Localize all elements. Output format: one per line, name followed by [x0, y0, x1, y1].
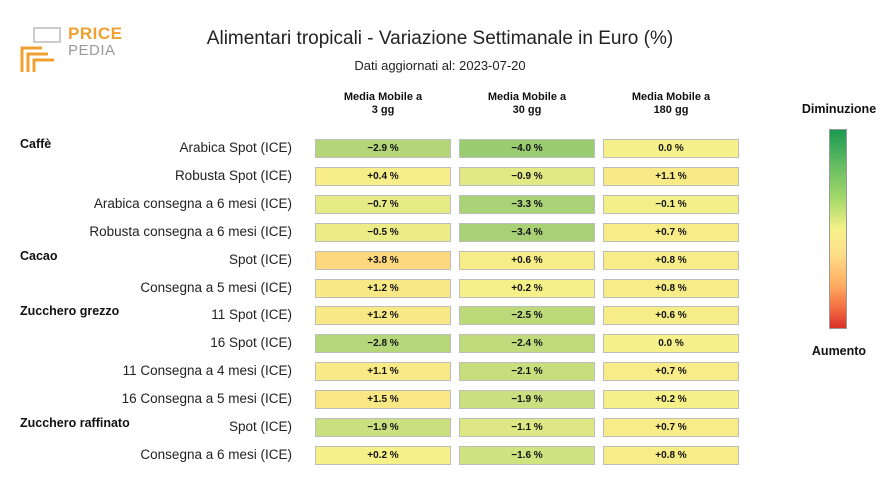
row-label: Robusta consegna a 6 mesi (ICE): [89, 223, 292, 239]
row-label: 11 Spot (ICE): [211, 307, 292, 323]
group-label: Caffè: [20, 137, 52, 151]
column-header-line: 180 gg: [653, 104, 689, 116]
heatmap-cell: +0.7 %: [603, 222, 739, 242]
heatmap-cell: +1.5 %: [315, 390, 451, 410]
heatmap-cell: +0.6 %: [459, 250, 595, 270]
heatmap-cell: −1.1 %: [459, 418, 595, 437]
heatmap-cell: +3.8 %: [315, 250, 451, 270]
legend-label-increase: Aumento: [811, 344, 867, 358]
row-label: Consegna a 5 mesi (ICE): [140, 279, 292, 295]
row-label: 16 Consegna a 5 mesi (ICE): [121, 391, 292, 407]
heatmap-cell: +1.2 %: [315, 278, 451, 298]
logo-text-price: PRICE: [68, 24, 123, 43]
row-label: 11 Consegna a 4 mesi (ICE): [122, 363, 292, 379]
heatmap-cell: +0.2 %: [459, 278, 595, 298]
heatmap-cell: +0.2 %: [603, 390, 739, 410]
pricepedia-logo-icon: [20, 27, 61, 72]
heatmap-cell: +0.4 %: [315, 166, 451, 186]
heatmap-cell: −0.1 %: [603, 194, 739, 214]
heatmap-cell: −3.3 %: [459, 194, 595, 214]
heatmap-cell: −2.9 %: [315, 139, 451, 158]
row-label: 16 Spot (ICE): [210, 335, 292, 351]
chart-subtitle: Dati aggiornati al: 2023-07-20: [354, 58, 526, 73]
heatmap-cell: −1.6 %: [459, 445, 595, 465]
heatmap-cell: +0.8 %: [603, 445, 739, 465]
heatmap-cell: −4.0 %: [459, 139, 595, 158]
column-header-line: Media Mobile a: [631, 91, 711, 103]
column-header: Media Mobile a 180 gg: [603, 91, 739, 117]
heatmap-cell: −2.5 %: [459, 306, 595, 326]
heatmap-cell: 0.0 %: [603, 334, 739, 354]
row-label: Spot (ICE): [228, 251, 292, 267]
heatmap-cell: −1.9 %: [315, 418, 451, 437]
heatmap-cell: +0.8 %: [603, 278, 739, 298]
column-header-line: Media Mobile a: [487, 91, 567, 103]
heatmap-cell: +0.7 %: [603, 418, 739, 437]
heatmap-cell: +0.2 %: [315, 445, 451, 465]
legend-label-decrease: Diminuzione: [801, 102, 877, 116]
heatmap-cell: +1.1 %: [603, 166, 739, 186]
heatmap-cell: −3.4 %: [459, 222, 595, 242]
heatmap-cell: −0.5 %: [315, 222, 451, 242]
row-label: Arabica consegna a 6 mesi (ICE): [93, 195, 292, 211]
heatmap-cell: −2.1 %: [459, 362, 595, 382]
row-label: Robusta Spot (ICE): [174, 167, 292, 183]
legend-color-bar: [829, 129, 847, 329]
heatmap-cell: −1.9 %: [459, 390, 595, 410]
heatmap-cell: +0.7 %: [603, 362, 739, 382]
group-label: Cacao: [20, 248, 58, 263]
heatmap-cell: +1.1 %: [315, 362, 451, 382]
heatmap-cell: −0.7 %: [315, 194, 451, 214]
heatmap-cell: +1.2 %: [315, 306, 451, 326]
chart-title: Alimentari tropicali - Variazione Settim…: [206, 28, 674, 49]
row-label: Spot (ICE): [228, 419, 292, 434]
heatmap-cell: −0.9 %: [459, 166, 595, 186]
column-header-line: 30 gg: [512, 104, 542, 116]
column-header-line: 3 gg: [371, 104, 395, 116]
group-label: Zucchero grezzo: [20, 304, 120, 319]
row-label: Arabica Spot (ICE): [179, 140, 292, 155]
column-header-line: Media Mobile a: [343, 91, 423, 103]
heatmap-cell: +0.6 %: [603, 306, 739, 326]
group-label: Zucchero raffinato: [20, 416, 130, 430]
column-header: Media Mobile a 30 gg: [459, 91, 595, 117]
heatmap-cell: +0.8 %: [603, 250, 739, 270]
logo-text-pedia: PEDIA: [68, 42, 116, 59]
row-label: Consegna a 6 mesi (ICE): [140, 446, 292, 462]
heatmap-cell: −2.4 %: [459, 334, 595, 354]
heatmap-cell: −2.8 %: [315, 334, 451, 354]
heatmap-cell: 0.0 %: [603, 139, 739, 158]
